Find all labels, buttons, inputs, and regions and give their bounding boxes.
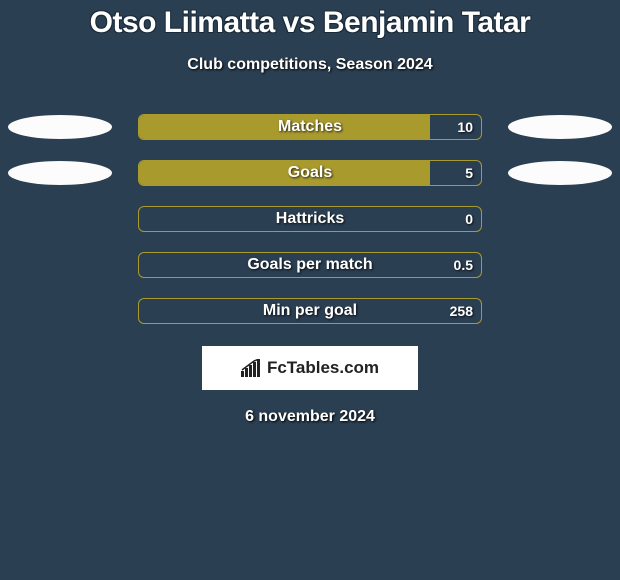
- stat-row: Goals per match 0.5: [0, 252, 620, 278]
- stat-label: Hattricks: [276, 210, 344, 228]
- stat-label: Goals: [288, 164, 332, 182]
- stat-value-right: 10: [457, 119, 473, 135]
- stat-value-right: 0: [465, 211, 473, 227]
- bar-fill-left: [139, 161, 430, 185]
- stat-value-right: 5: [465, 165, 473, 181]
- stat-bar: Hattricks 0: [138, 206, 482, 232]
- stat-row: Goals 5: [0, 160, 620, 186]
- stat-row: Matches 10: [0, 114, 620, 140]
- subtitle: Club competitions, Season 2024: [0, 56, 620, 74]
- page-title: Otso Liimatta vs Benjamin Tatar: [0, 6, 620, 40]
- brand-badge[interactable]: FcTables.com: [202, 346, 418, 390]
- date-label: 6 november 2024: [0, 408, 620, 426]
- stat-label: Min per goal: [263, 302, 357, 320]
- stat-row: Hattricks 0: [0, 206, 620, 232]
- player-right-marker: [508, 115, 612, 139]
- player-left-marker: [8, 161, 112, 185]
- stat-value-right: 0.5: [454, 257, 473, 273]
- stat-bar: Goals 5: [138, 160, 482, 186]
- stat-bar: Goals per match 0.5: [138, 252, 482, 278]
- brand-text: FcTables.com: [267, 358, 379, 378]
- stat-bar: Min per goal 258: [138, 298, 482, 324]
- bar-chart-icon: [241, 359, 263, 377]
- stat-rows: Matches 10 Goals 5 Hattricks 0 Goals per match…: [0, 114, 620, 324]
- stat-row: Min per goal 258: [0, 298, 620, 324]
- stat-label: Goals per match: [247, 256, 372, 274]
- stat-value-right: 258: [450, 303, 473, 319]
- stat-bar: Matches 10: [138, 114, 482, 140]
- player-left-marker: [8, 115, 112, 139]
- player-right-marker: [508, 161, 612, 185]
- stat-label: Matches: [278, 118, 342, 136]
- comparison-infographic: Otso Liimatta vs Benjamin Tatar Club com…: [0, 0, 620, 426]
